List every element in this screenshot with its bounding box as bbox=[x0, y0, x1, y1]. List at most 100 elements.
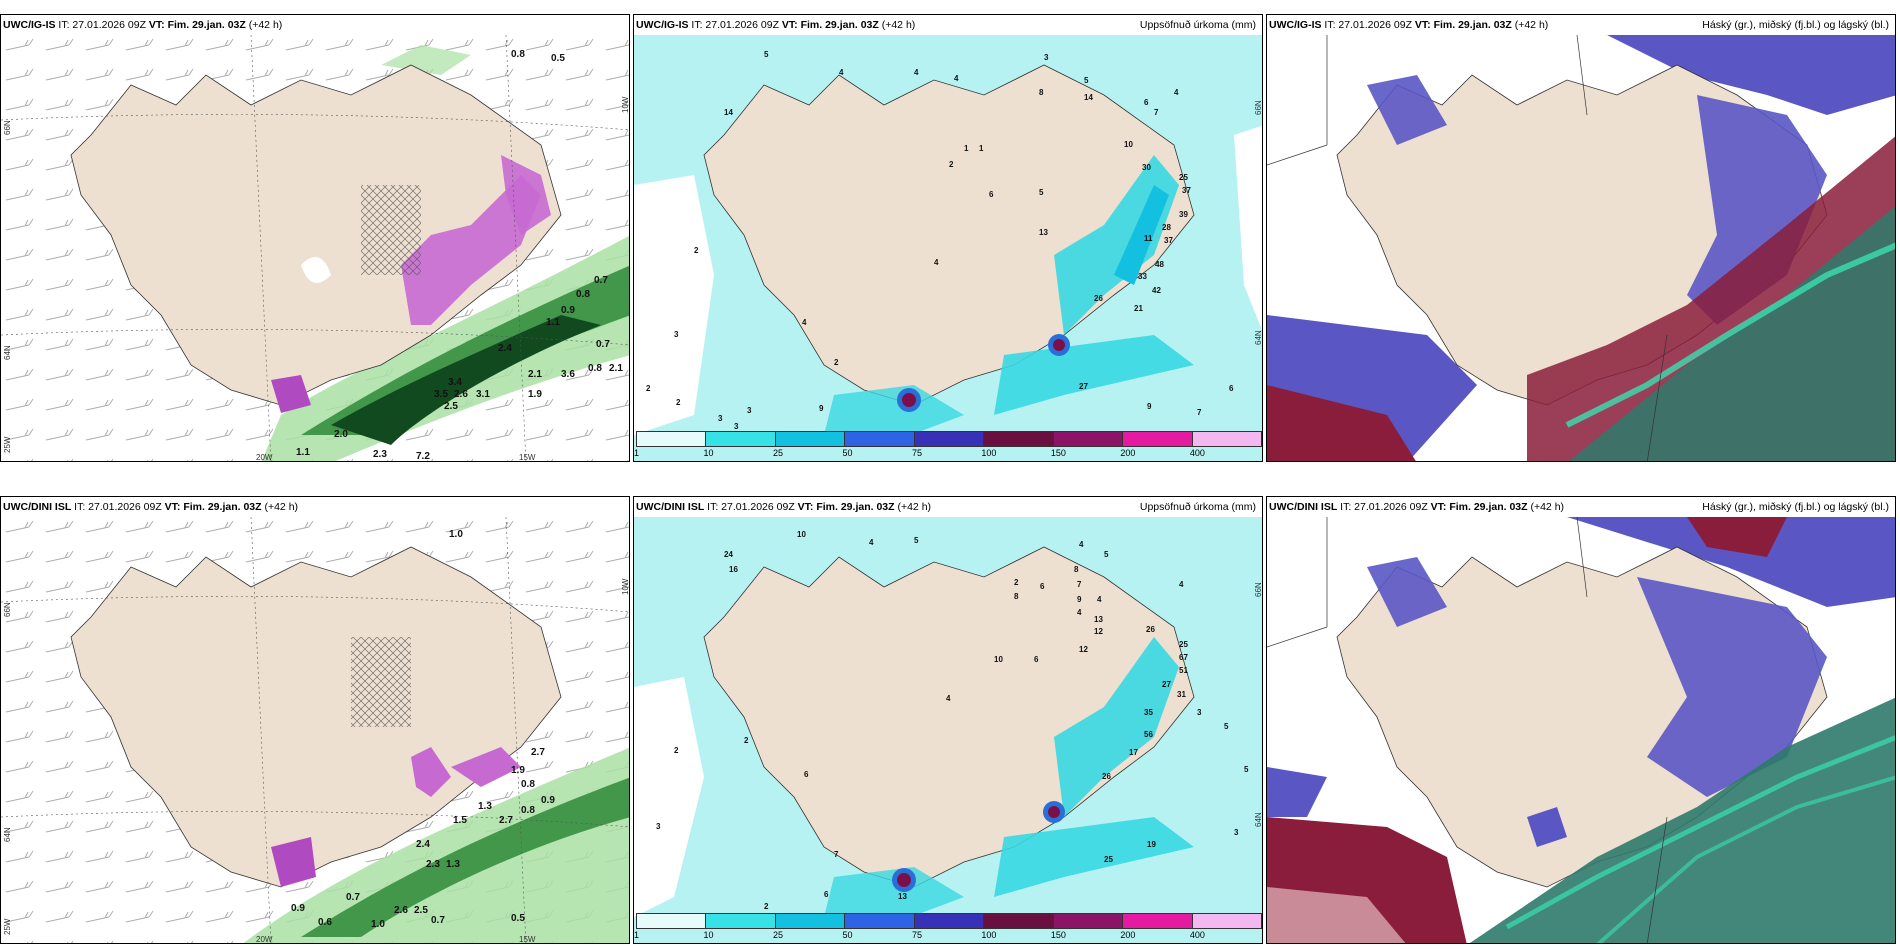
model-name: UWC/IG-IS bbox=[1269, 19, 1322, 31]
colorbar-label: 50 bbox=[842, 930, 853, 940]
colorbar-cell bbox=[845, 432, 915, 446]
precip-value: 67 bbox=[1179, 653, 1188, 662]
panel-wind-ig: UWC/IG-IS IT: 27.01.2026 09Z VT: Fim. 29… bbox=[0, 14, 630, 462]
snow-value: 2.0 bbox=[334, 429, 348, 440]
precip-value: 7 bbox=[1197, 408, 1202, 417]
precip-value: 10 bbox=[797, 530, 806, 539]
precip-value: 4 bbox=[1077, 608, 1082, 617]
precip-value: 10 bbox=[994, 655, 1003, 664]
precip-value: 13 bbox=[1094, 615, 1103, 624]
precip-value: 5 bbox=[1039, 188, 1044, 197]
colorbar-label: 1 bbox=[634, 448, 640, 458]
precip-value: 37 bbox=[1164, 236, 1173, 245]
colorbar-label: 10 bbox=[703, 930, 714, 940]
precip-value: 6 bbox=[1034, 655, 1039, 664]
precip-value: 26 bbox=[1094, 294, 1103, 303]
precip-value: 10 bbox=[1124, 140, 1133, 149]
colorbar-cell bbox=[984, 432, 1054, 446]
snow-value: 1.1 bbox=[546, 317, 560, 328]
lead-time: (+42 h) bbox=[897, 501, 932, 513]
precip-value: 6 bbox=[804, 770, 809, 779]
valid-label: VT: bbox=[797, 501, 814, 513]
colorbar-cell bbox=[637, 914, 707, 928]
colorbar-label: 75 bbox=[911, 448, 922, 458]
precip-value: 4 bbox=[946, 694, 951, 703]
lead-time: (+42 h) bbox=[881, 19, 916, 31]
colorbar-cell bbox=[845, 914, 915, 928]
snow-value: 2.4 bbox=[416, 839, 430, 850]
precip-value: 30 bbox=[1142, 163, 1151, 172]
colorbar-cell bbox=[1053, 432, 1124, 446]
panel-header: UWC/DINI ISL IT: 27.01.2026 09Z VT: Fim.… bbox=[1, 497, 629, 517]
issue-time: IT: 27.01.2026 09Z bbox=[691, 19, 779, 31]
colorbar-label: 200 bbox=[1120, 930, 1136, 940]
colorbar-label: 10 bbox=[703, 448, 714, 458]
precip-value: 19 bbox=[1147, 840, 1156, 849]
precip-value: 4 bbox=[1174, 88, 1179, 97]
lon-label: 10W bbox=[621, 96, 630, 113]
valid-label: VT: bbox=[164, 501, 181, 513]
field-title: Háský (gr.), miðský (fj.bl.) og lágský (… bbox=[1702, 501, 1889, 513]
model-name: UWC/DINI ISL bbox=[1269, 501, 1338, 513]
colorbar-cell bbox=[1192, 432, 1261, 446]
panel-clouds-dini: UWC/DINI ISL IT: 27.01.2026 09Z VT: Fim.… bbox=[1266, 496, 1896, 944]
precip-value: 16 bbox=[729, 565, 738, 574]
snow-value: 7.2 bbox=[416, 451, 430, 462]
snow-value: 1.0 bbox=[449, 529, 463, 540]
precip-value: 4 bbox=[914, 68, 919, 77]
valid-label: VT: bbox=[781, 19, 798, 31]
valid-date: Fim. 29.jan. 03Z bbox=[1449, 501, 1528, 513]
precip-value: 7 bbox=[834, 850, 839, 859]
snow-value: 2.1 bbox=[609, 363, 623, 374]
precip-value: 3 bbox=[1044, 53, 1049, 62]
precip-value: 2 bbox=[646, 384, 651, 393]
precip-value: 1 bbox=[964, 144, 969, 153]
iceland-land bbox=[70, 64, 562, 406]
lead-time: (+42 h) bbox=[264, 501, 299, 513]
lat-label: 66N bbox=[1254, 100, 1263, 115]
panel-header: UWC/DINI ISL IT: 27.01.2026 09Z VT: Fim.… bbox=[634, 497, 1262, 517]
issue-time: IT: 27.01.2026 09Z bbox=[707, 501, 795, 513]
colorbar-label: 100 bbox=[981, 448, 997, 458]
snow-value: 1.9 bbox=[528, 389, 542, 400]
model-name: UWC/DINI ISL bbox=[636, 501, 705, 513]
precip-value: 13 bbox=[898, 892, 907, 901]
valid-date: Fim. 29.jan. 03Z bbox=[1433, 19, 1512, 31]
precip-value: 6 bbox=[824, 890, 829, 899]
lead-time: (+42 h) bbox=[248, 19, 283, 31]
snow-value: 2.6 bbox=[454, 389, 468, 400]
colorbar-cell bbox=[1053, 914, 1124, 928]
map-wind-snow: 0.8 0.5 0.7 0.8 0.9 0.7 1.1 2.1 3.6 0.8 … bbox=[1, 35, 629, 462]
precip-value: 3 bbox=[1234, 828, 1239, 837]
snow-value: 1.9 bbox=[511, 765, 525, 776]
lon-label: 25W bbox=[3, 436, 12, 453]
precip-value: 7 bbox=[1077, 580, 1082, 589]
precip-value: 14 bbox=[1084, 93, 1093, 102]
lon-label: 15W bbox=[519, 935, 536, 944]
precip-value: 11 bbox=[1144, 234, 1153, 243]
precip-value: 26 bbox=[1146, 625, 1155, 634]
panel-clouds-ig: UWC/IG-IS IT: 27.01.2026 09Z VT: Fim. 29… bbox=[1266, 14, 1896, 462]
precip-value: 3 bbox=[656, 822, 661, 831]
colorbar-cell bbox=[984, 914, 1054, 928]
snow-value: 0.9 bbox=[541, 795, 555, 806]
precip-value: 21 bbox=[1134, 304, 1143, 313]
colorbar-cell bbox=[706, 914, 776, 928]
panel-wind-dini: UWC/DINI ISL IT: 27.01.2026 09Z VT: Fim.… bbox=[0, 496, 630, 944]
map-precipitation: 10 4 5 4 5 24 16 2 6 8 7 9 4 4 8 10 6 12… bbox=[634, 517, 1262, 943]
field-title: Háský (gr.), miðský (fj.bl.) og lágský (… bbox=[1702, 19, 1889, 31]
valid-label: VT: bbox=[1414, 19, 1431, 31]
precip-value: 13 bbox=[1039, 228, 1048, 237]
precip-value: 4 bbox=[934, 258, 939, 267]
colorbar-label: 25 bbox=[772, 930, 783, 940]
snow-value: 3.5 bbox=[434, 389, 448, 400]
precip-value: 5 bbox=[1224, 722, 1229, 731]
snow-value: 0.9 bbox=[561, 305, 575, 316]
snow-value: 2.7 bbox=[531, 747, 545, 758]
precip-value: 3 bbox=[1197, 708, 1202, 717]
precip-value: 8 bbox=[1074, 565, 1079, 574]
precip-value: 2 bbox=[676, 398, 681, 407]
precip-value: 9 bbox=[819, 404, 824, 413]
map-precipitation: 5 4 4 4 3 5 6 14 7 4 8 10 30 25 37 39 28… bbox=[634, 35, 1262, 461]
snow-value: 0.7 bbox=[346, 892, 360, 903]
